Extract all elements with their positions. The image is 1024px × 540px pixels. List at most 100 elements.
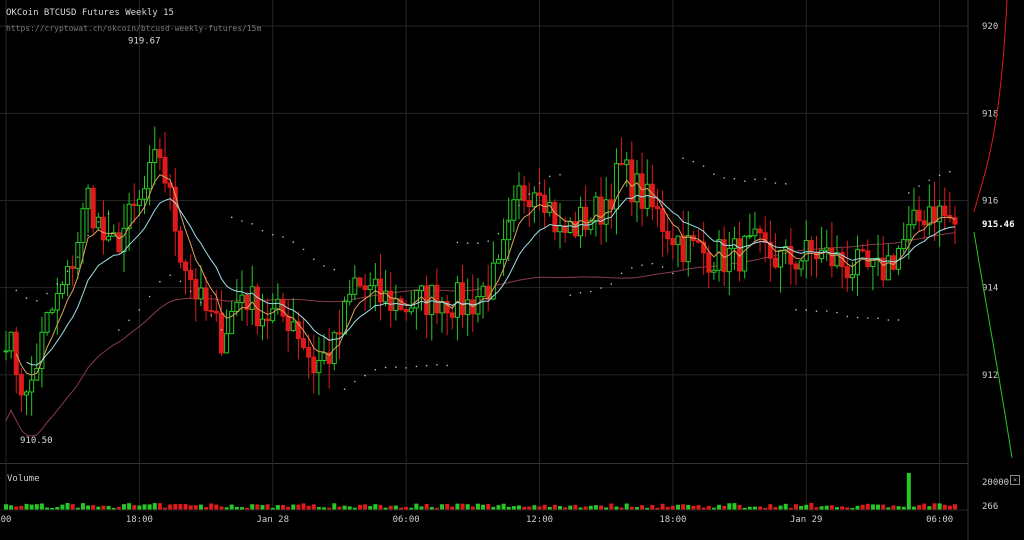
volume-bar: [496, 505, 501, 510]
pane-separator: [0, 463, 968, 464]
candle-body: [670, 238, 676, 246]
volume-bar: [281, 504, 286, 510]
volume-bar: [953, 504, 957, 510]
volume-bar: [758, 506, 763, 510]
sar-dot: [764, 178, 766, 180]
volume-bar: [373, 504, 378, 510]
volume-bar: [896, 506, 901, 510]
sar-dot: [743, 180, 746, 182]
volume-bar: [835, 507, 840, 510]
volume-bar: [681, 504, 686, 510]
candle-body: [501, 239, 507, 260]
sar-dot: [518, 204, 520, 207]
volume-bar: [306, 505, 311, 510]
candle-body: [906, 224, 912, 241]
candle-body: [224, 333, 230, 354]
volume-bar: [152, 503, 157, 510]
volume-bar: [706, 505, 711, 510]
candle-body: [229, 310, 235, 335]
volume-bar: [752, 506, 757, 510]
candle-body: [59, 284, 65, 294]
volume-bar: [670, 505, 675, 510]
sar-dot: [312, 258, 315, 261]
candle-body: [142, 188, 148, 200]
candle-body: [931, 206, 937, 223]
volume-bar: [532, 505, 537, 510]
sar-dot: [938, 174, 941, 177]
volume-bar: [229, 504, 234, 510]
candle-body: [347, 293, 353, 303]
sar-dot: [897, 319, 900, 321]
candle-body: [111, 232, 117, 237]
volume-bar: [204, 507, 209, 510]
candle-body: [798, 260, 804, 270]
sar-dot: [866, 317, 869, 319]
sar-dot: [877, 317, 879, 320]
candle-body: [336, 332, 342, 335]
sar-dot: [118, 329, 120, 331]
candle-body: [778, 249, 784, 268]
candle-body: [70, 266, 76, 269]
candle-body: [259, 318, 265, 327]
candle-body: [567, 220, 573, 234]
close-icon[interactable]: ×: [1010, 475, 1020, 485]
candle-body: [572, 220, 578, 237]
candle-body: [306, 346, 312, 358]
volume-bar: [291, 504, 296, 510]
volume-bar: [393, 505, 398, 510]
volume-bar: [224, 507, 229, 510]
candle-body: [393, 298, 399, 311]
sar-dot: [210, 314, 212, 317]
volume-bar: [881, 504, 886, 510]
candle-body: [90, 187, 96, 229]
volume-bar: [245, 507, 250, 510]
candle-body: [316, 360, 322, 374]
volume-bar: [732, 503, 737, 510]
volume-bar: [352, 507, 357, 510]
candle-body: [542, 194, 548, 213]
sar-dot: [528, 193, 531, 195]
volume-bar: [845, 507, 850, 510]
sar-dot: [497, 232, 500, 235]
candle-body: [203, 287, 209, 311]
sar-dot: [343, 388, 346, 390]
candle-body: [193, 279, 199, 300]
volume-bar: [368, 506, 373, 510]
candle-body: [937, 205, 943, 223]
volume-bar: [173, 504, 178, 510]
volume-bar: [65, 503, 70, 510]
volume-bar: [465, 504, 470, 510]
volume-bar: [501, 503, 506, 510]
candle-body: [660, 208, 666, 232]
candle-body: [44, 312, 50, 333]
candle-body: [952, 217, 958, 225]
candle-body: [183, 261, 189, 272]
volume-bar: [383, 507, 388, 510]
volume-bar: [45, 507, 50, 510]
candle-body: [8, 331, 14, 352]
candle-body: [890, 255, 896, 270]
volume-bar: [60, 504, 65, 510]
volume-bar: [506, 506, 511, 510]
candle-body: [218, 312, 224, 354]
volume-bar: [481, 504, 486, 510]
volume-bar: [742, 507, 747, 510]
sar-dot: [97, 221, 100, 223]
candle-body: [675, 235, 681, 246]
candle-body: [737, 238, 743, 272]
volume-bar: [286, 506, 291, 510]
candle-body: [65, 266, 71, 286]
sar-dot: [856, 316, 859, 319]
volume-bar: [14, 506, 19, 510]
candle-body: [803, 240, 809, 262]
sar-dot: [148, 295, 151, 298]
sar-dot: [836, 311, 838, 314]
volume-bar: [527, 506, 532, 510]
x-tick-label: 00: [1, 515, 12, 525]
candle-body: [834, 252, 840, 267]
sar-dot: [795, 309, 797, 311]
chart-url[interactable]: https://cryptowat.ch/okcoin/btcusd-weekl…: [6, 24, 262, 33]
volume-bar: [75, 507, 80, 510]
volume-bar: [850, 507, 855, 510]
